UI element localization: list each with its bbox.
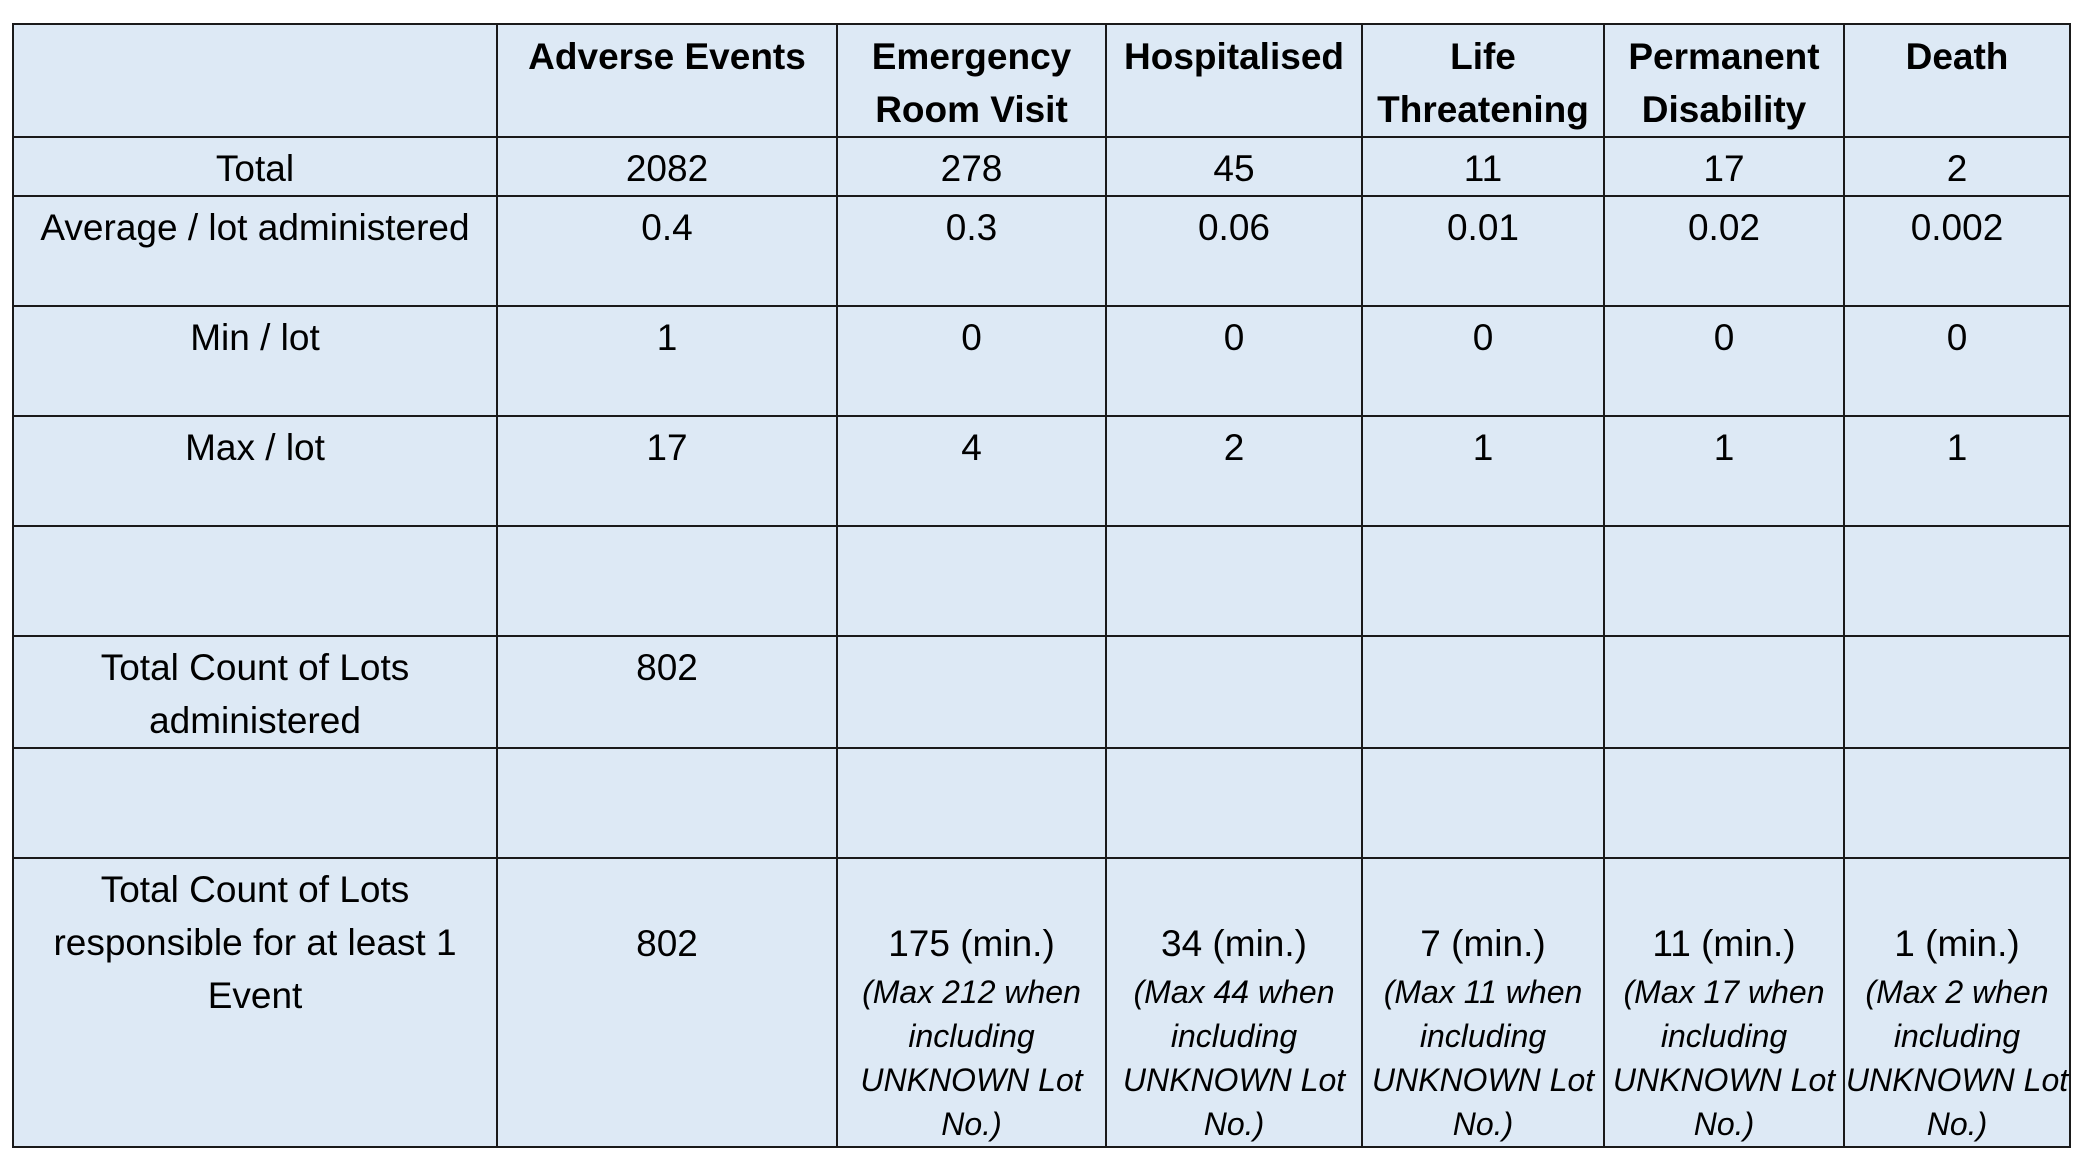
- table-cell: [496, 747, 838, 859]
- table-cell: 2: [1105, 415, 1363, 527]
- cell-note: (Max 11 when including UNKNOWN Lot No.): [1371, 974, 1595, 1142]
- table-cell: 2: [1843, 136, 2071, 197]
- row-label: Total: [12, 136, 498, 197]
- row-label: [12, 525, 498, 637]
- table-cell: 1: [1603, 415, 1845, 527]
- row-label: Min / lot: [12, 305, 498, 417]
- table-cell: 0: [1843, 305, 2071, 417]
- table-cell: 45: [1105, 136, 1363, 197]
- table-cell: 11 (min.) (Max 17 when including UNKNOWN…: [1603, 857, 1845, 1148]
- header-emergency-room-visit: Emergency Room Visit: [836, 23, 1107, 138]
- table-cell: 0.3: [836, 195, 1107, 307]
- cell-value: 802: [636, 923, 698, 964]
- row-label: Average / lot administered: [12, 195, 498, 307]
- table-row-lots-responsible: Total Count of Lots responsible for at l…: [12, 857, 2071, 1148]
- header-permanent-disability: Permanent Disability: [1603, 23, 1845, 138]
- cell-value: 7 (min.): [1420, 923, 1546, 964]
- table-cell: 4: [836, 415, 1107, 527]
- table-cell: 1: [496, 305, 838, 417]
- table-cell: [1361, 635, 1605, 749]
- table-cell: 11: [1361, 136, 1605, 197]
- header-death: Death: [1843, 23, 2071, 138]
- table-cell: 802: [496, 857, 838, 1148]
- table-cell: [1843, 635, 2071, 749]
- header-corner: [12, 23, 498, 138]
- cell-value: 11 (min.): [1652, 923, 1796, 964]
- table-cell: [1843, 747, 2071, 859]
- table-cell: 278: [836, 136, 1107, 197]
- header-adverse-events: Adverse Events: [496, 23, 838, 138]
- table-cell: [1361, 525, 1605, 637]
- table-cell: 0.06: [1105, 195, 1363, 307]
- cell-note: (Max 2 when including UNKNOWN Lot No.): [1845, 974, 2069, 1142]
- table-cell: 175 (min.) (Max 212 when including UNKNO…: [836, 857, 1107, 1148]
- table-cell: 0: [1361, 305, 1605, 417]
- table-row-lots-administered: Total Count of Lots administered 802: [12, 635, 2071, 749]
- table-cell: [1105, 747, 1363, 859]
- table-cell: 0.01: [1361, 195, 1605, 307]
- table-row-empty: [12, 747, 2071, 859]
- row-label: Max / lot: [12, 415, 498, 527]
- table-row-empty: [12, 525, 2071, 637]
- header-row: Adverse Events Emergency Room Visit Hosp…: [12, 23, 2071, 138]
- table-row-max: Max / lot 17 4 2 1 1 1: [12, 415, 2071, 527]
- table-row-total: Total 2082 278 45 11 17 2: [12, 136, 2071, 197]
- table-row-average: Average / lot administered 0.4 0.3 0.06 …: [12, 195, 2071, 307]
- table-cell: 0.02: [1603, 195, 1845, 307]
- table-cell: 1: [1843, 415, 2071, 527]
- table-cell: 17: [496, 415, 838, 527]
- cell-note: (Max 44 when including UNKNOWN Lot No.): [1122, 974, 1346, 1142]
- table-cell: [1603, 635, 1845, 749]
- cell-value: 34 (min.): [1161, 923, 1307, 964]
- table-cell: 34 (min.) (Max 44 when including UNKNOWN…: [1105, 857, 1363, 1148]
- table-cell: [1843, 525, 2071, 637]
- table-row-min: Min / lot 1 0 0 0 0 0: [12, 305, 2071, 417]
- table-cell: [1361, 747, 1605, 859]
- cell-note: (Max 17 when including UNKNOWN Lot No.): [1612, 974, 1836, 1142]
- table-cell: 1: [1361, 415, 1605, 527]
- row-label: Total Count of Lots responsible for at l…: [12, 857, 498, 1148]
- table-cell: [1603, 747, 1845, 859]
- cell-value: 175 (min.): [888, 923, 1055, 964]
- header-hospitalised: Hospitalised: [1105, 23, 1363, 138]
- table-cell: 1 (min.) (Max 2 when including UNKNOWN L…: [1843, 857, 2071, 1148]
- table-cell: [496, 525, 838, 637]
- table-cell: 0.002: [1843, 195, 2071, 307]
- table-cell: 17: [1603, 136, 1845, 197]
- table-cell: [836, 635, 1107, 749]
- table-cell: 802: [496, 635, 838, 749]
- table-cell: [1105, 635, 1363, 749]
- table-cell: 0.4: [496, 195, 838, 307]
- row-label: Total Count of Lots administered: [12, 635, 498, 749]
- adverse-events-table: Adverse Events Emergency Room Visit Hosp…: [12, 23, 2071, 1148]
- table-cell: 7 (min.) (Max 11 when including UNKNOWN …: [1361, 857, 1605, 1148]
- table-cell: [836, 525, 1107, 637]
- table-cell: 2082: [496, 136, 838, 197]
- table-cell: 0: [836, 305, 1107, 417]
- table-cell: 0: [1105, 305, 1363, 417]
- table-cell: 0: [1603, 305, 1845, 417]
- cell-value: 1 (min.): [1894, 923, 2020, 964]
- table-cell: [1603, 525, 1845, 637]
- table-cell: [1105, 525, 1363, 637]
- table-cell: [836, 747, 1107, 859]
- row-label: [12, 747, 498, 859]
- cell-note: (Max 212 when including UNKNOWN Lot No.): [860, 974, 1083, 1142]
- header-life-threatening: Life Threatening: [1361, 23, 1605, 138]
